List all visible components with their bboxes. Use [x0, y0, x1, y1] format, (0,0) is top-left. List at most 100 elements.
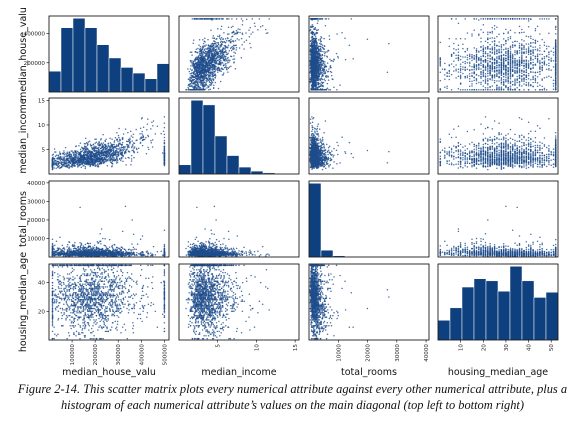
- scatter-point: [496, 73, 498, 76]
- scatter-point: [514, 44, 516, 46]
- scatter-point: [482, 71, 485, 74]
- scatter-point: [216, 44, 219, 47]
- scatter-point: [330, 74, 333, 77]
- scatter-point: [207, 65, 209, 68]
- scatter-point: [496, 69, 498, 71]
- scatter-point: [203, 73, 205, 75]
- scatter-point: [318, 56, 320, 59]
- scatter-point: [332, 60, 334, 63]
- scatter-point: [240, 37, 243, 40]
- scatter-point: [480, 55, 482, 58]
- scatter-point: [473, 29, 475, 31]
- scatter-point: [475, 18, 478, 20]
- scatter-point: [468, 80, 471, 82]
- scatter-point: [539, 53, 541, 56]
- scatter-point: [198, 59, 200, 61]
- scatter-point: [487, 46, 489, 48]
- scatter-point: [243, 41, 246, 43]
- scatter-point: [471, 65, 473, 68]
- scatter-point: [471, 72, 473, 74]
- scatter-point: [539, 18, 541, 20]
- scatter-point: [484, 76, 487, 78]
- scatter-point: [321, 18, 323, 20]
- scatter-point: [197, 47, 199, 50]
- scatter-point: [235, 33, 237, 35]
- scatter-point: [498, 65, 500, 67]
- scatter-point: [204, 54, 207, 57]
- scatter-point: [527, 72, 530, 75]
- scatter-point: [532, 81, 534, 84]
- scatter-point: [500, 45, 503, 48]
- scatter-point: [316, 76, 318, 79]
- scatter-point: [208, 89, 210, 91]
- scatter-point: [222, 57, 224, 60]
- scatter-point: [545, 45, 548, 47]
- scatter-point: [536, 49, 539, 52]
- scatter-point: [323, 73, 325, 75]
- scatter-point: [228, 49, 231, 52]
- scatter-point: [511, 61, 514, 63]
- scatter-point: [484, 81, 487, 83]
- scatter-point: [523, 31, 525, 33]
- scatter-point: [195, 75, 197, 78]
- scatter-point: [509, 89, 512, 91]
- scatter-point: [203, 48, 206, 50]
- scatter-point: [209, 77, 211, 79]
- scatter-point: [507, 76, 509, 78]
- scatter-point: [534, 81, 537, 84]
- scatter-point: [459, 65, 462, 68]
- scatter-point: [315, 37, 318, 40]
- scatter-point: [313, 65, 316, 68]
- scatter-point: [202, 71, 205, 74]
- scatter-point: [203, 62, 205, 65]
- scatter-point: [534, 48, 537, 51]
- scatter-point: [552, 88, 555, 91]
- scatter-point: [216, 51, 218, 53]
- scatter-point: [505, 54, 507, 57]
- scatter-point: [480, 49, 482, 52]
- scatter-point: [505, 76, 507, 78]
- scatter-point: [523, 70, 525, 73]
- scatter-point: [317, 46, 320, 48]
- scatter-point: [507, 36, 509, 39]
- subplot-median_income-vs-median_house_value: [48, 97, 170, 175]
- scatter-point: [236, 38, 238, 40]
- scatter-point: [327, 76, 330, 78]
- scatter-point: [496, 59, 498, 61]
- scatter-point: [336, 89, 338, 91]
- scatter-point: [489, 65, 491, 68]
- scatter-point: [516, 81, 518, 84]
- scatter-point: [209, 61, 212, 64]
- scatter-point: [534, 71, 537, 74]
- scatter-point: [502, 67, 505, 69]
- scatter-point: [548, 53, 550, 56]
- scatter-point: [222, 52, 225, 54]
- scatter-point: [496, 65, 498, 67]
- scatter-point: [511, 46, 514, 48]
- scatter-point: [439, 56, 442, 59]
- scatter-point: [208, 48, 210, 51]
- scatter-point: [207, 79, 209, 81]
- subplot-median_house_value-vs-median_house_value: [48, 15, 170, 93]
- scatter-point: [197, 75, 199, 78]
- scatter-point: [312, 44, 314, 46]
- scatter-point: [195, 89, 198, 91]
- scatter-point: [518, 59, 521, 62]
- scatter-point: [231, 18, 233, 20]
- scatter-point: [532, 38, 534, 41]
- scatter-point: [450, 18, 453, 20]
- y-axis-label: median_house_valu: [18, 7, 29, 101]
- scatter-point: [525, 69, 528, 72]
- scatter-point: [194, 80, 197, 82]
- scatter-point: [213, 66, 216, 68]
- scatter-point: [511, 89, 514, 91]
- scatter-point: [446, 87, 448, 90]
- scatter-point: [473, 65, 475, 67]
- scatter-point: [457, 68, 460, 70]
- scatter-point: [241, 33, 244, 36]
- scatter-point: [545, 68, 548, 71]
- scatter-point: [482, 48, 485, 51]
- scatter-point: [337, 55, 339, 58]
- scatter-point: [203, 40, 206, 43]
- scatter-point: [554, 18, 557, 20]
